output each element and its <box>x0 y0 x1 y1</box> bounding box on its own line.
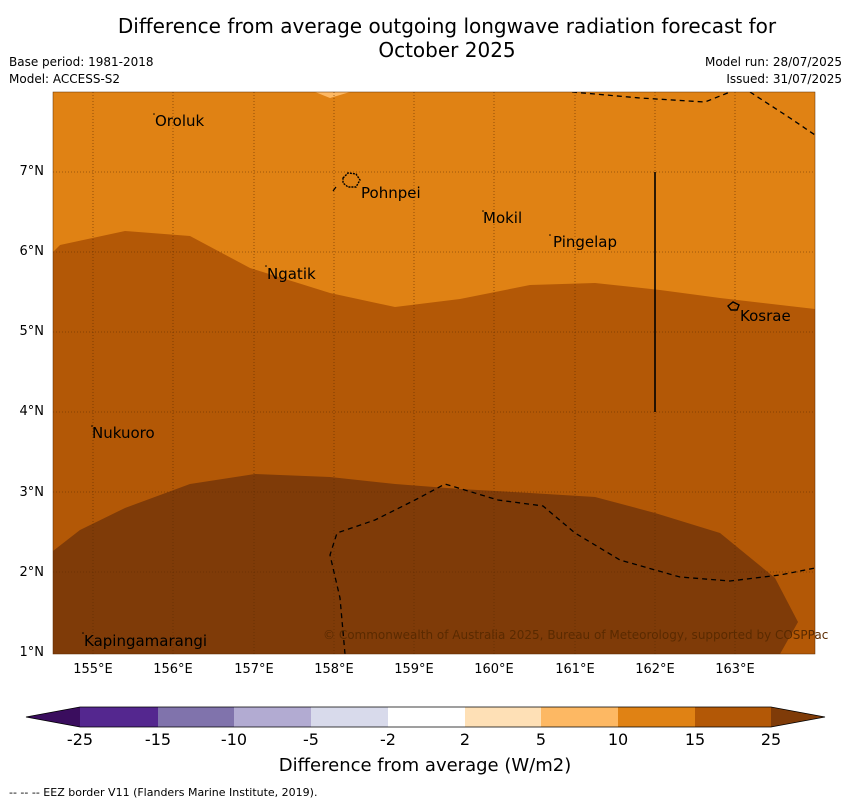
lat-tick: 6°N <box>19 244 45 259</box>
model-run: Model run: 28/07/2025 <box>704 55 842 69</box>
colorbar-bin <box>618 707 695 727</box>
place-ngatik: Ngatik <box>267 265 316 283</box>
lat-tick: 1°N <box>19 645 45 660</box>
colorbar-tick: -15 <box>144 730 172 749</box>
colorbar-bin <box>158 707 234 727</box>
lon-tick: 156°E <box>153 662 193 677</box>
colorbar-tick: 5 <box>535 730 547 749</box>
base-period: Base period: 1981-2018 <box>9 55 154 69</box>
colorbar-tick: -5 <box>303 730 319 749</box>
colorbar-tick: 10 <box>607 730 629 749</box>
lat-tick: 7°N <box>19 164 45 179</box>
kosrae-island <box>727 301 740 311</box>
ngatik-atoll <box>265 265 267 267</box>
region-gt-25 <box>53 474 798 654</box>
colorbar-bin <box>695 707 771 727</box>
colorbar-arrow-low <box>26 707 80 727</box>
map-area <box>53 92 815 654</box>
map-title: Difference from average outgoing longwav… <box>0 14 850 62</box>
nukuoro-atoll <box>91 425 93 427</box>
mokil-atoll <box>482 210 484 212</box>
meta-right: Model run: 28/07/2025 Issued: 31/07/2025 <box>705 54 842 88</box>
issued-date: Issued: 31/07/2025 <box>726 72 842 86</box>
colorbar-tick: -25 <box>66 730 94 749</box>
eez-legend-note: -- -- -- EEZ border V11 (Flanders Marine… <box>9 786 318 799</box>
place-kapingamarangi: Kapingamarangi <box>84 632 208 650</box>
colorbar-arrow-high <box>771 707 825 727</box>
lon-tick: 158°E <box>314 662 354 677</box>
colorbar-bin <box>465 707 541 727</box>
lon-tick: 155°E <box>73 662 113 677</box>
colorbar-bin <box>311 707 388 727</box>
lon-tick: 163°E <box>715 662 755 677</box>
eez-border <box>329 92 815 654</box>
pohnpei-island <box>342 172 361 188</box>
colorbar-outline <box>25 706 826 728</box>
colorbar-bin <box>388 707 465 727</box>
colorbar-tick: -10 <box>220 730 248 749</box>
oroluk-atoll <box>153 113 155 115</box>
place-mokil: Mokil <box>483 209 523 227</box>
lon-tick: 161°E <box>555 662 595 677</box>
colorbar-bin <box>234 707 311 727</box>
colorbar <box>25 706 826 728</box>
kapingamarangi-atoll <box>82 632 84 634</box>
lon-tick: 160°E <box>474 662 514 677</box>
region-5-10 <box>315 92 350 98</box>
title-line-2: October 2025 <box>378 38 516 62</box>
lon-tick: 157°E <box>234 662 274 677</box>
pohnpei-islet <box>332 186 337 192</box>
colorbar-tick: 2 <box>459 730 471 749</box>
place-oroluk: Oroluk <box>155 112 205 130</box>
colorbar-bin <box>541 707 618 727</box>
colorbar-tick: 15 <box>684 730 706 749</box>
colorbar-tick: -2 <box>380 730 396 749</box>
lat-tick: 2°N <box>19 565 45 580</box>
lon-tick: 162°E <box>635 662 675 677</box>
lat-tick: 4°N <box>19 404 45 419</box>
lon-tick: 159°E <box>394 662 434 677</box>
meta-left: Base period: 1981-2018 Model: ACCESS-S2 <box>9 54 154 88</box>
place-pohnpei: Pohnpei <box>361 184 421 202</box>
colorbar-title: Difference from average (W/m2) <box>278 755 572 776</box>
place-pingelap: Pingelap <box>553 233 618 251</box>
copyright-notice: © Commonwealth of Australia 2025, Bureau… <box>323 628 829 642</box>
map-frame <box>52 91 816 655</box>
colorbar-tick: 25 <box>760 730 782 749</box>
model-name: Model: ACCESS-S2 <box>9 72 121 86</box>
title-line-1: Difference from average outgoing longwav… <box>117 14 777 38</box>
pingelap-atoll <box>549 234 551 236</box>
place-kosrae: Kosrae <box>740 307 791 325</box>
lat-tick: 3°N <box>19 485 45 500</box>
colorbar-bin <box>80 707 158 727</box>
lat-tick: 5°N <box>19 324 45 339</box>
place-nukuoro: Nukuoro <box>92 424 155 442</box>
